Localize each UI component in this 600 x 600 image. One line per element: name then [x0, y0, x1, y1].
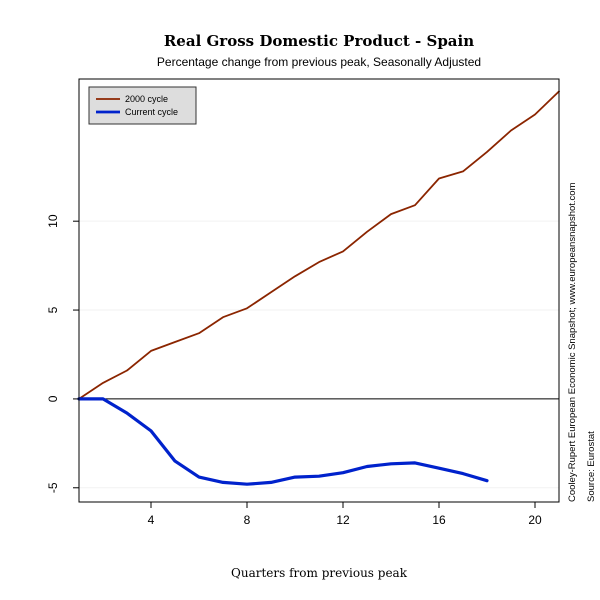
legend-label-current-cycle: Current cycle	[125, 107, 178, 117]
x-tick-label: 12	[336, 513, 350, 527]
x-axis: 4 8 12 16 20	[148, 502, 542, 527]
chart-title: Real Gross Domestic Product - Spain	[164, 32, 474, 50]
legend-box	[88, 86, 197, 125]
x-axis-label: Quarters from previous peak	[231, 566, 408, 580]
faint-reference-lines	[79, 220, 559, 489]
plot-frame	[78, 78, 560, 503]
chart-subtitle: Percentage change from previous peak, Se…	[157, 55, 481, 69]
y-tick-label: 0	[46, 395, 60, 402]
series-line-2000-cycle	[78, 90, 560, 400]
source-note-eurostat: Source: Eurostat	[586, 431, 597, 502]
x-tick-label: 16	[432, 513, 446, 527]
x-tick-label: 8	[244, 513, 251, 527]
y-tick-label: -5	[46, 482, 60, 493]
series-layer	[77, 90, 560, 486]
y-tick-label: 5	[46, 306, 60, 313]
series-line-current-cycle	[77, 397, 489, 486]
legend: 2000 cycle Current cycle	[88, 86, 197, 125]
source-note-snapshot: Cooley-Rupert European Economic Snapshot…	[567, 182, 578, 502]
x-tick-label: 20	[528, 513, 542, 527]
legend-label-2000-cycle: 2000 cycle	[125, 94, 168, 104]
y-tick-label: 10	[46, 214, 60, 228]
y-axis: -5 0 5 10	[46, 214, 79, 493]
x-tick-label: 4	[148, 513, 155, 527]
